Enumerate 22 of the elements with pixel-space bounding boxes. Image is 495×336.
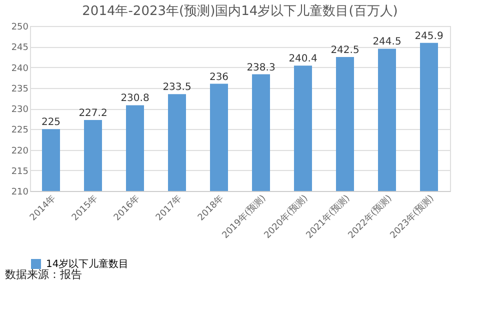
y-tick-label: 230 [11, 105, 29, 115]
y-tick-label: 220 [11, 146, 29, 156]
data-label: 244.5 [372, 36, 402, 48]
data-label: 238.3 [246, 62, 276, 74]
y-tick-label: 210 [11, 188, 29, 198]
data-label: 242.5 [330, 44, 360, 56]
data-label: 225 [41, 117, 61, 128]
chart-title: 2014年-2023年(预测)国内14岁以下儿童数目(百万人) [82, 3, 398, 19]
data-label: 233.5 [162, 82, 192, 94]
data-label: 240.4 [288, 54, 318, 65]
source-note: 数据来源：报告 [5, 268, 82, 281]
y-tick-label: 240 [11, 64, 29, 74]
data-label: 227.2 [78, 108, 108, 120]
data-label: 230.8 [120, 93, 150, 104]
y-tick-label: 250 [11, 22, 29, 32]
y-tick-label: 215 [11, 166, 28, 177]
y-tick-label: 235 [11, 84, 28, 94]
data-label: 245.9 [414, 30, 444, 42]
y-tick-label: 245 [11, 43, 28, 54]
y-tick-label: 225 [11, 126, 28, 136]
data-label: 236 [209, 72, 229, 83]
legend-label: 14岁以下儿童数目 [46, 258, 129, 270]
